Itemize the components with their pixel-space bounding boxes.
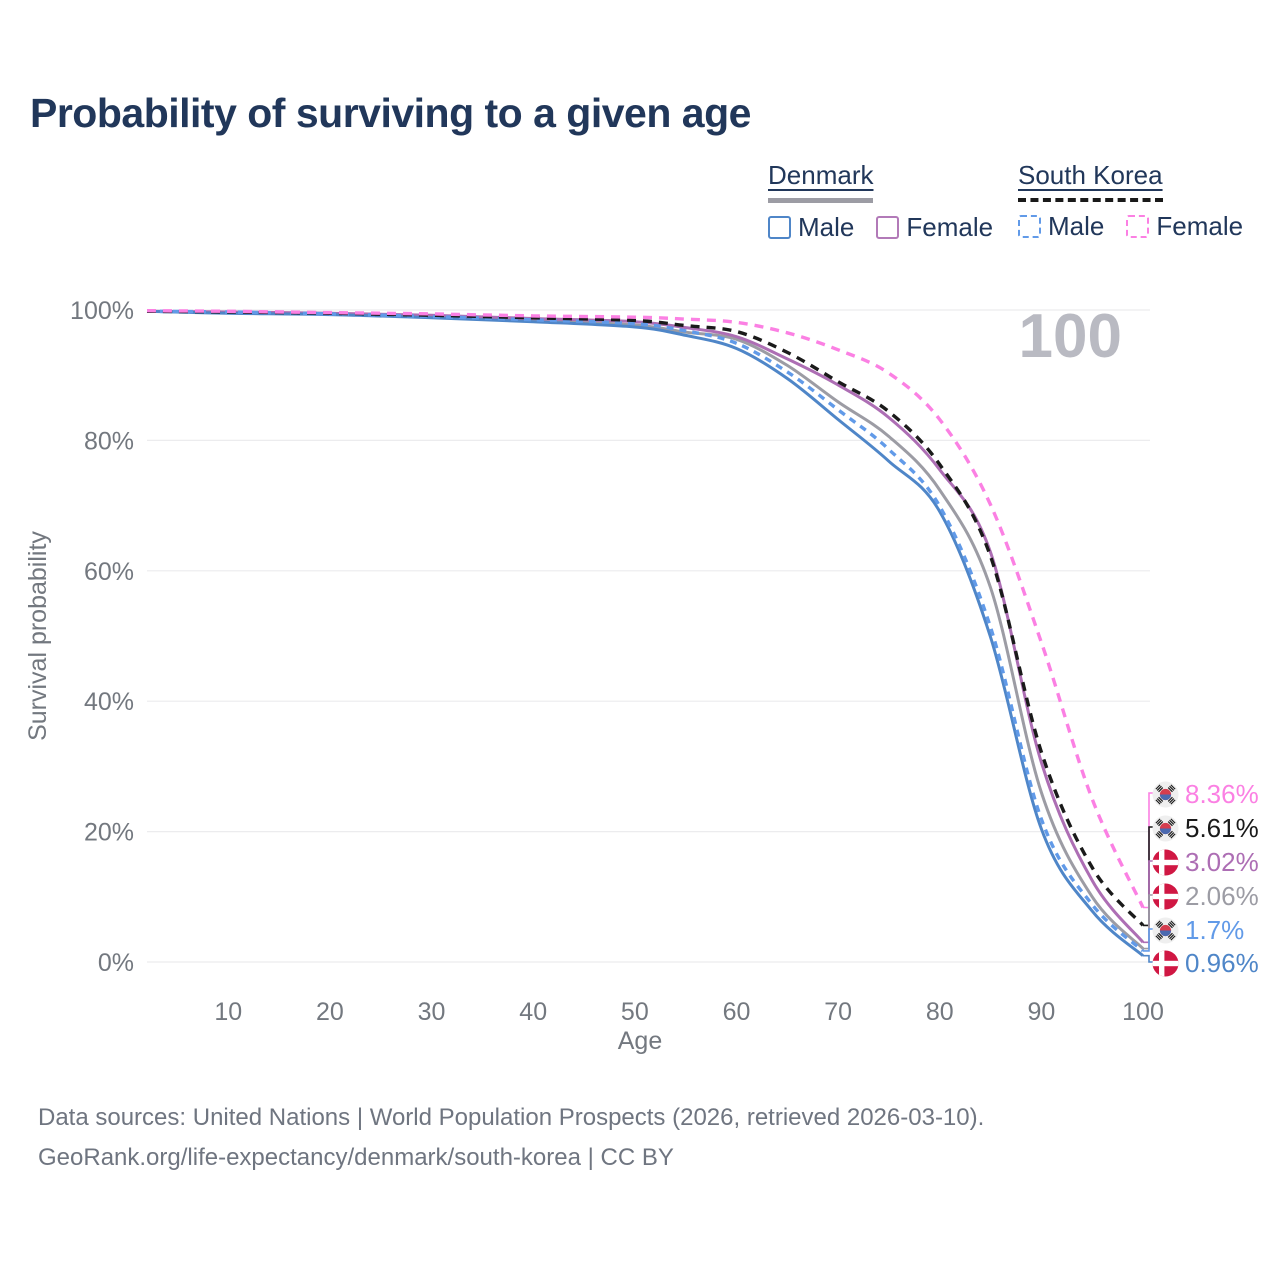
legend-item-label: Female xyxy=(1156,211,1244,241)
y-tick-label: 100% xyxy=(70,297,134,325)
x-tick-label: 40 xyxy=(519,998,547,1026)
end-label-connectors xyxy=(1143,792,1153,963)
y-axis-title: Survival probability xyxy=(24,531,52,741)
end-label-connector-kr_female xyxy=(1143,792,1153,909)
south-korea-male-swatch-icon xyxy=(1018,215,1041,238)
y-axis-tick-labels: 100% 80% 60% 40% 20% 0% xyxy=(70,297,134,977)
data-sources-text: Data sources: United Nations | World Pop… xyxy=(38,1104,985,1131)
x-tick-label: 100 xyxy=(1122,998,1164,1026)
legend-group-denmark: Denmark Male Female xyxy=(768,160,993,243)
x-tick-label: 90 xyxy=(1027,998,1055,1026)
y-tick-label: 60% xyxy=(84,558,134,586)
end-label-connector-dk_both xyxy=(1143,894,1153,950)
legend-item-denmark-female[interactable]: Female xyxy=(876,212,993,243)
legend-item-denmark-male[interactable]: Male xyxy=(768,212,854,243)
x-tick-label: 10 xyxy=(214,998,242,1026)
series-line-kr_female xyxy=(146,309,1145,909)
end-label-connector-kr_male xyxy=(1143,928,1153,952)
y-tick-label: 0% xyxy=(98,949,134,977)
legend-heading-south-korea: South Korea xyxy=(1018,160,1163,202)
south-korea-female-swatch-icon xyxy=(1126,215,1150,238)
x-tick-label: 50 xyxy=(621,998,649,1026)
x-tick-label: 30 xyxy=(418,998,446,1026)
end-label-connector-dk_female xyxy=(1143,860,1153,944)
series-line-kr_male xyxy=(146,309,1145,953)
legend-item-label: Female xyxy=(906,212,994,242)
legend-item-south-korea-male[interactable]: Male xyxy=(1018,211,1104,242)
y-tick-label: 80% xyxy=(84,427,134,455)
series-line-dk_both xyxy=(146,309,1145,950)
page-title: Probability of surviving to a given age xyxy=(30,90,751,136)
x-tick-label: 60 xyxy=(723,998,751,1026)
denmark-male-swatch-icon xyxy=(768,216,791,239)
legend-item-south-korea-female[interactable]: Female xyxy=(1126,211,1243,242)
end-label-connector-kr_both xyxy=(1143,826,1153,927)
y-tick-label: 40% xyxy=(84,688,134,716)
end-label-connector-dk_male xyxy=(1143,954,1153,963)
y-tick-label: 20% xyxy=(84,819,134,847)
x-axis-tick-labels: 10 20 30 40 50 60 70 80 90 100 xyxy=(214,998,1163,1026)
denmark-female-swatch-icon xyxy=(876,216,900,239)
x-tick-label: 80 xyxy=(926,998,954,1026)
legend-item-label: Male xyxy=(798,212,855,242)
x-tick-label: 20 xyxy=(316,998,344,1026)
legend-heading-denmark: Denmark xyxy=(768,160,874,203)
attribution-link-text[interactable]: GeoRank.org/life-expectancy/denmark/sout… xyxy=(38,1144,674,1171)
gridlines xyxy=(147,309,1150,963)
series-lines xyxy=(146,309,1145,957)
x-axis-title: Age xyxy=(618,1027,662,1055)
legend-item-label: Male xyxy=(1048,211,1105,241)
series-line-kr_both xyxy=(146,309,1145,927)
legend-group-south-korea: South Korea Male Female xyxy=(1018,160,1243,242)
series-line-dk_female xyxy=(146,309,1145,944)
age-watermark: 100 xyxy=(1019,302,1122,371)
x-tick-label: 70 xyxy=(824,998,852,1026)
